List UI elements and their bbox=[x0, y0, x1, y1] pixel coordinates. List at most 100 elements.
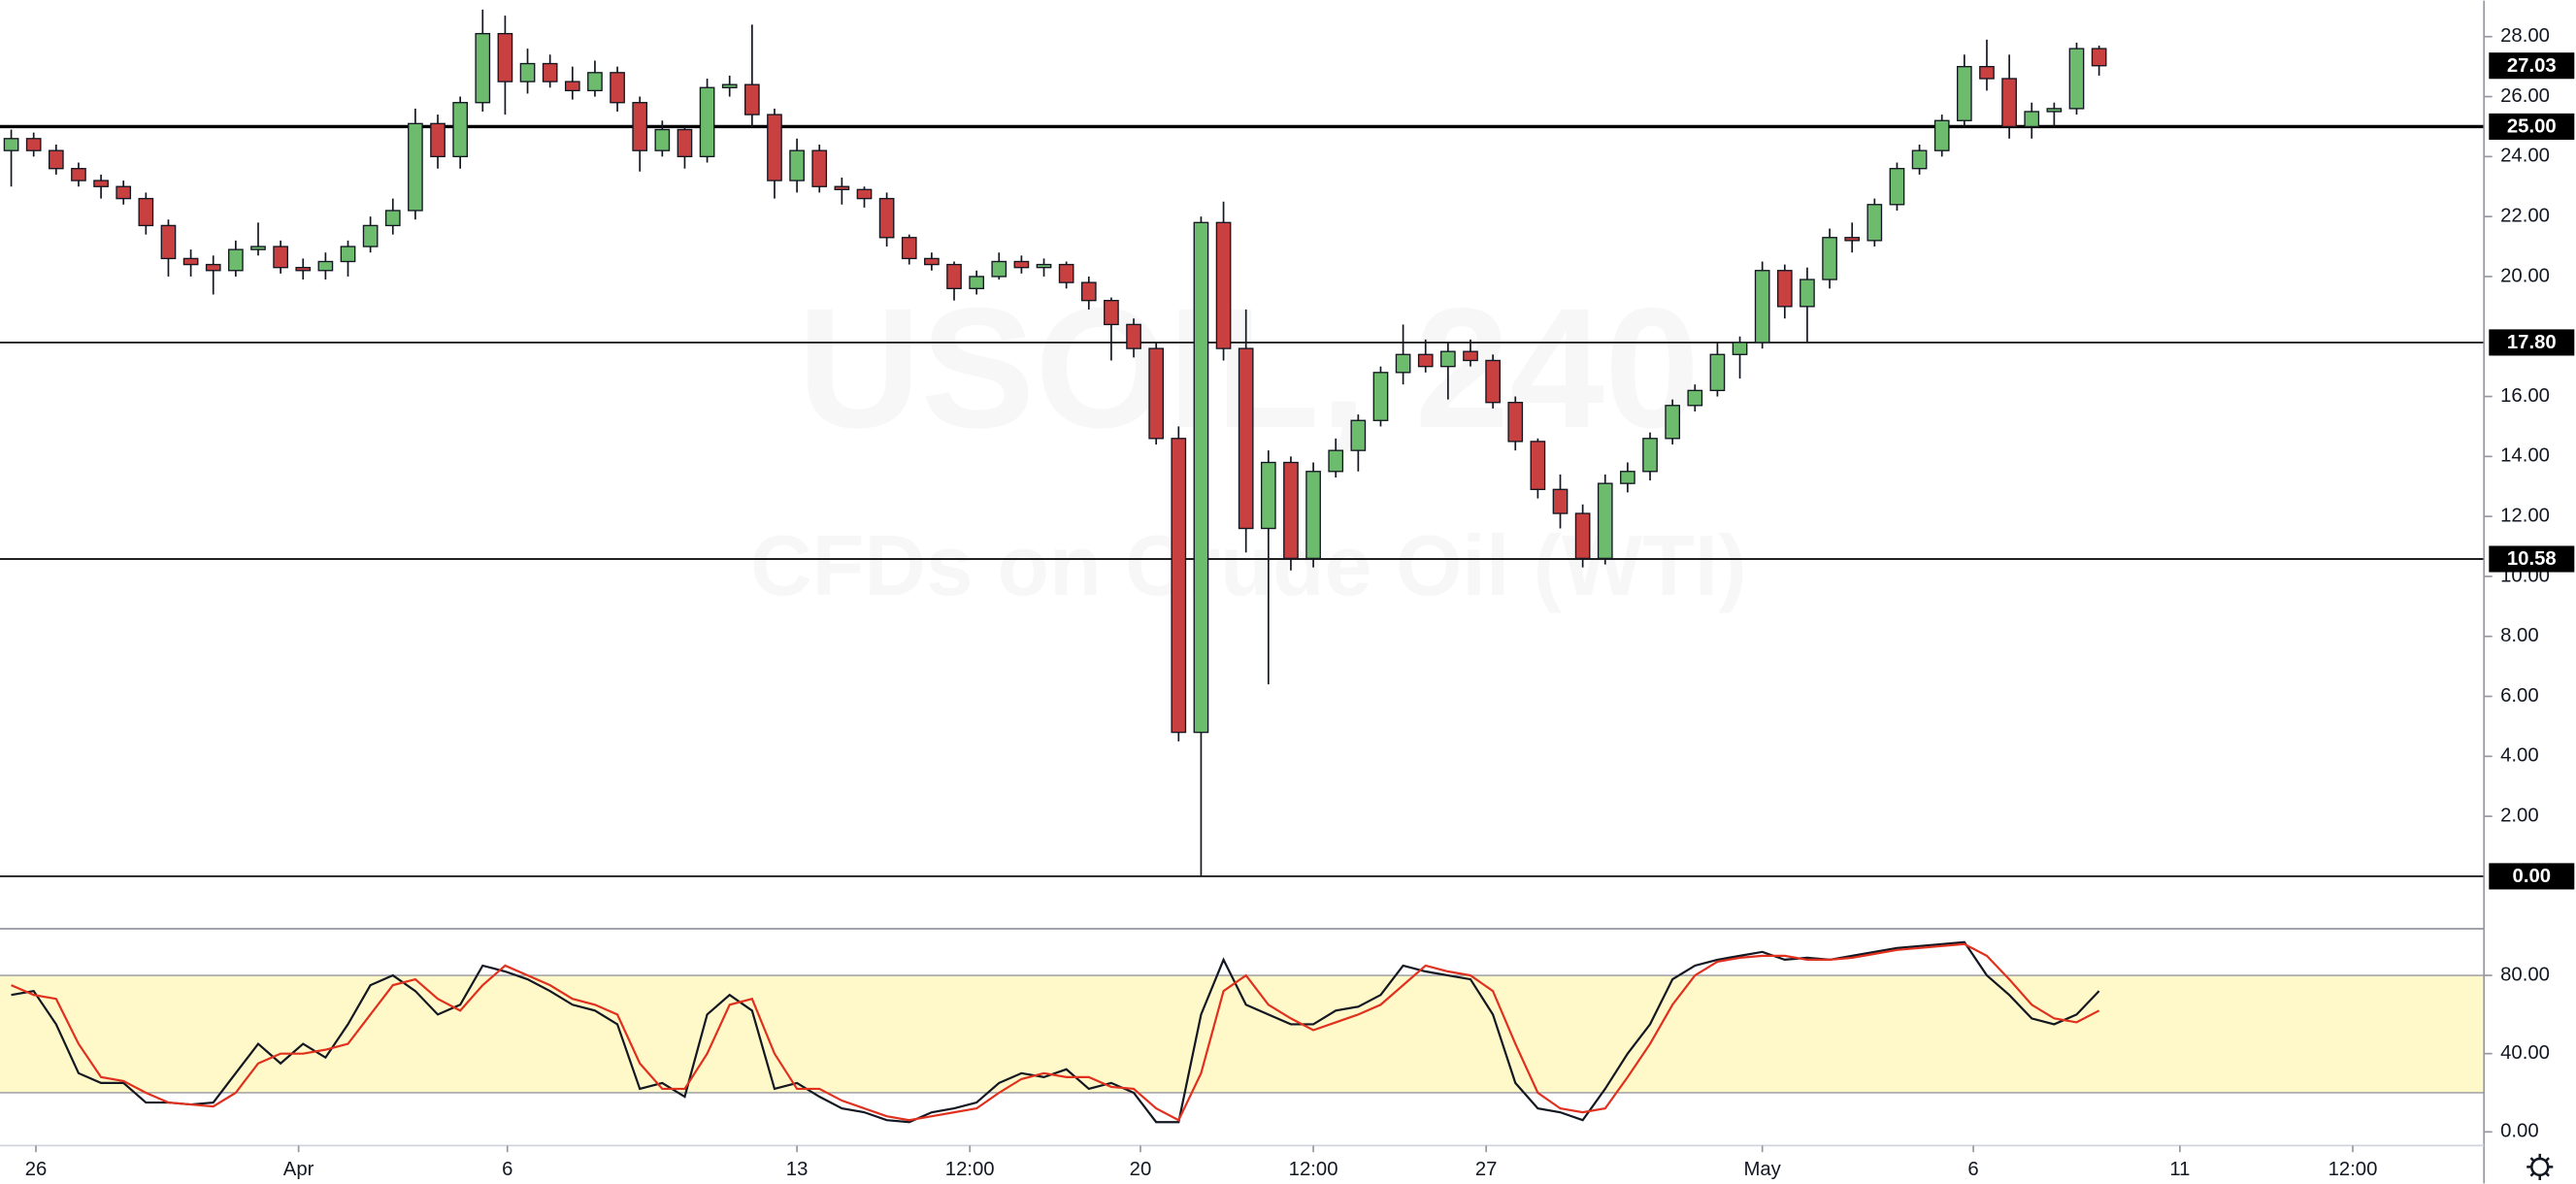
candle-body bbox=[677, 128, 693, 158]
x-tick-label: May bbox=[1743, 1159, 1781, 1180]
candle-body bbox=[2024, 111, 2040, 128]
candle-body bbox=[1013, 260, 1030, 269]
x-tick-label: 13 bbox=[786, 1159, 809, 1180]
candle-body bbox=[1305, 471, 1321, 560]
candle-body bbox=[1036, 263, 1052, 269]
candle-body bbox=[3, 138, 19, 151]
candle-body bbox=[1530, 441, 1546, 490]
candle-body bbox=[1260, 461, 1276, 530]
candle-body bbox=[1665, 405, 1681, 440]
level-tag-box bbox=[2489, 863, 2575, 890]
candle-body bbox=[475, 32, 491, 104]
candle-body bbox=[834, 185, 850, 191]
candle-body bbox=[160, 224, 177, 260]
candle-body bbox=[1417, 353, 1434, 368]
candle-body bbox=[25, 138, 42, 151]
candle-body bbox=[1911, 149, 1928, 170]
candle-body bbox=[1507, 402, 1524, 443]
candle-body bbox=[1328, 449, 1344, 473]
candle-body bbox=[228, 248, 244, 272]
candle-body bbox=[452, 102, 469, 158]
candle-body bbox=[901, 237, 917, 260]
candle-body bbox=[1463, 350, 1478, 362]
candle-body bbox=[519, 62, 536, 82]
candle-body bbox=[317, 260, 334, 272]
candle-body bbox=[767, 114, 782, 181]
candle-body bbox=[182, 257, 199, 266]
settings-gear-teeth[interactable] bbox=[2526, 1153, 2554, 1180]
indicator-tick-label: 80.00 bbox=[2500, 964, 2550, 985]
x-tick-label: 11 bbox=[2169, 1159, 2190, 1180]
candle-body bbox=[1126, 323, 1141, 349]
candle-body bbox=[48, 149, 64, 170]
candle-body bbox=[1956, 65, 1972, 121]
stoch-band bbox=[0, 975, 2485, 1093]
candle-body bbox=[1552, 488, 1569, 514]
candle-body bbox=[1866, 204, 1883, 242]
y-tick-label: 20.00 bbox=[2500, 265, 2550, 286]
x-tick-label: 12:00 bbox=[1289, 1159, 1338, 1180]
candle-body bbox=[2068, 48, 2085, 110]
candle-body bbox=[1574, 512, 1591, 560]
candle-body bbox=[1933, 119, 1950, 151]
candle-body bbox=[1171, 438, 1187, 734]
candle-body bbox=[1709, 353, 1726, 392]
y-tick-label: 14.00 bbox=[2500, 445, 2550, 467]
candle-body bbox=[295, 266, 312, 272]
candle-body bbox=[1620, 471, 1635, 484]
y-tick-label: 4.00 bbox=[2500, 745, 2539, 767]
candle-body bbox=[250, 246, 266, 250]
candle-body bbox=[1979, 65, 1995, 80]
x-tick-label: 6 bbox=[1967, 1159, 1978, 1180]
candle-body bbox=[1283, 461, 1299, 560]
candle-body bbox=[116, 185, 132, 200]
candle-body bbox=[1889, 168, 1905, 206]
candle-body bbox=[205, 263, 221, 272]
candle-body bbox=[1776, 270, 1793, 308]
candle-body bbox=[384, 210, 401, 227]
front-layer: 26 Apr 6 13 12:00 20 12:00 27 May 6 11 12:00 2.00 4.0… bbox=[25, 25, 2575, 1180]
candle-body bbox=[1754, 270, 1770, 344]
candle-body bbox=[1687, 389, 1703, 407]
candle-body bbox=[856, 188, 873, 200]
candle-body bbox=[1800, 279, 1815, 308]
y-tick-label: 12.00 bbox=[2500, 505, 2550, 526]
level-tag-box bbox=[2489, 329, 2575, 356]
level-tag-box bbox=[2489, 545, 2575, 573]
candle-body bbox=[408, 122, 423, 212]
candle-body bbox=[273, 246, 288, 269]
candle-body bbox=[721, 83, 738, 88]
candle-body bbox=[138, 197, 154, 227]
candle-body bbox=[789, 149, 805, 181]
candle-body bbox=[340, 246, 356, 263]
level-tag-label: 25.00 bbox=[2507, 116, 2557, 138]
settings-icon[interactable] bbox=[2526, 1153, 2554, 1180]
candle-body bbox=[564, 81, 580, 92]
stoch-line bbox=[11, 940, 2100, 1124]
candle-body bbox=[1732, 342, 1748, 355]
y-tick-label: 26.00 bbox=[2500, 85, 2550, 107]
candle-body bbox=[1193, 221, 1209, 734]
candle-body bbox=[1395, 353, 1411, 374]
x-tick-label: 27 bbox=[1475, 1159, 1498, 1180]
y-tick-label: 28.00 bbox=[2500, 25, 2550, 47]
y-tick-label: 22.00 bbox=[2500, 205, 2550, 226]
candle-body bbox=[71, 168, 86, 181]
candle-body bbox=[1058, 263, 1074, 283]
candle-body bbox=[2001, 78, 2017, 128]
candle-body bbox=[2046, 108, 2063, 113]
x-tick-label: Apr bbox=[283, 1159, 314, 1180]
candle-body bbox=[1440, 350, 1456, 368]
candle-body bbox=[1148, 347, 1165, 440]
level-tag-label: 17.80 bbox=[2507, 332, 2557, 353]
candle-body bbox=[2091, 48, 2107, 67]
last-price-tag-label: 27.03 bbox=[2507, 55, 2557, 77]
candle-body bbox=[610, 72, 625, 104]
y-tick-label: 16.00 bbox=[2500, 385, 2550, 407]
level-tag-label: 0.00 bbox=[2513, 866, 2552, 887]
candle-body bbox=[811, 149, 828, 187]
candle-body bbox=[1372, 372, 1389, 421]
candle-body bbox=[946, 263, 962, 289]
